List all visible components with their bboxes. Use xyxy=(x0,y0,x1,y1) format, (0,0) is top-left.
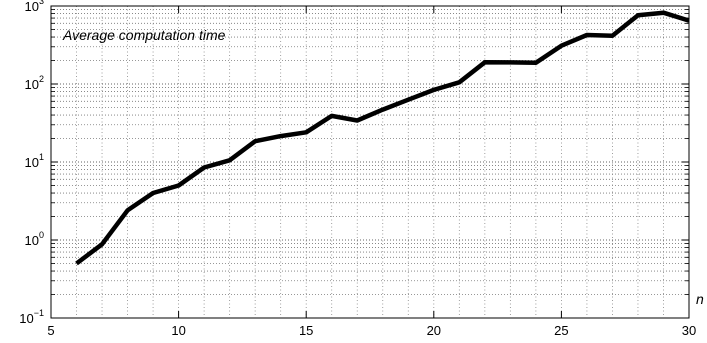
x-tick-label: 30 xyxy=(682,323,696,338)
x-tick-label: 20 xyxy=(427,323,441,338)
computation-time-line xyxy=(75,10,690,266)
x-axis-label: n xyxy=(696,291,704,307)
x-tick-label: 25 xyxy=(554,323,568,338)
y-tick-label: 100 xyxy=(25,230,44,248)
annotation-average-computation-time: Average computation time xyxy=(62,27,226,43)
x-tick-label: 10 xyxy=(171,323,185,338)
tick-marks xyxy=(50,5,690,319)
y-tick-label: 101 xyxy=(25,152,44,170)
y-tick-label: 102 xyxy=(25,74,44,92)
x-tick-label: 5 xyxy=(47,323,54,338)
grid xyxy=(51,6,689,318)
y-tick-label: 103 xyxy=(25,0,44,14)
tick-labels: 10−1 100 101 102 103 5 10 15 20 25 30 xyxy=(19,0,696,338)
series-line-layer xyxy=(75,10,690,266)
x-tick-label: 15 xyxy=(299,323,313,338)
y-tick-label: 10−1 xyxy=(19,308,44,326)
